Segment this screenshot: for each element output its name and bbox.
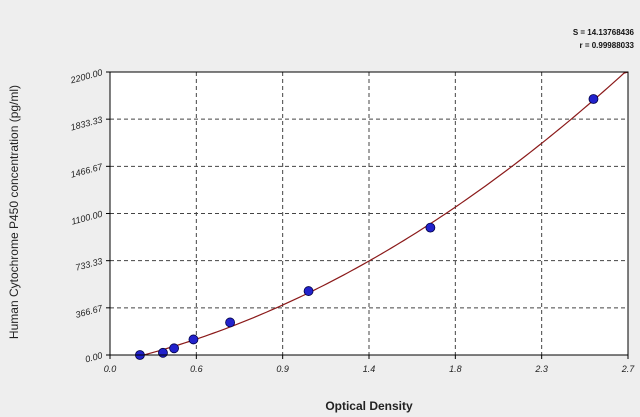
y-tick-label: 1466.67	[69, 161, 104, 179]
x-tick-label: 2.7	[621, 364, 636, 374]
y-tick-label: 366.67	[74, 303, 104, 320]
y-tick-label: 1100.00	[70, 209, 103, 227]
data-point	[225, 317, 235, 328]
x-axis-title: Optical Density	[325, 399, 413, 413]
x-tick-label: 0.6	[190, 364, 203, 374]
data-point	[425, 222, 436, 233]
y-axis-ticks: 0.00 366.67 733.33 1100.00 1466.67 1833.33 220…	[69, 67, 110, 364]
data-points	[135, 94, 599, 360]
data-point	[158, 347, 168, 358]
plot-area: 0.0 0.6 0.9 1.4 1.8 2.3 2.7 0.00 366.67 733.33 11…	[69, 67, 636, 374]
y-tick-label: 0.00	[84, 350, 104, 364]
x-tick-label: 1.4	[363, 364, 376, 374]
data-point	[188, 334, 199, 345]
data-point	[169, 343, 179, 354]
y-tick-label: 733.33	[74, 256, 103, 273]
x-tick-label: 2.3	[534, 364, 548, 374]
data-point	[303, 286, 314, 296]
y-tick-label: 1833.33	[69, 114, 103, 132]
x-axis-ticks: 0.0 0.6 0.9 1.4 1.8 2.3 2.7	[104, 355, 636, 374]
fit-curve	[139, 71, 629, 357]
stats-r-value: r = 0.99988033	[580, 41, 635, 50]
plot-border	[109, 71, 629, 356]
x-tick-label: 1.8	[449, 364, 462, 374]
y-tick-label: 2200.00	[69, 67, 104, 85]
y-axis-title: Human Cytochrome P450 concentration (pg/…	[7, 85, 21, 339]
x-tick-label: 0.9	[276, 364, 289, 374]
x-tick-label: 0.0	[104, 364, 117, 374]
data-point	[588, 94, 599, 104]
stats-s-value: S = 14.13768436	[573, 28, 635, 37]
